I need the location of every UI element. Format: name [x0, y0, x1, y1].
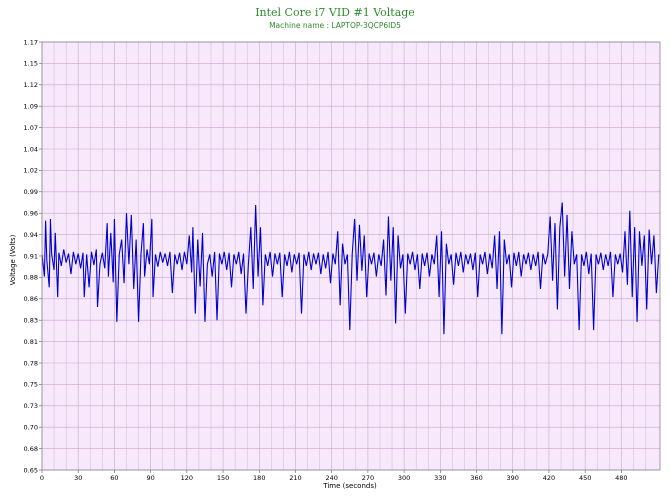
x-tick-label: 0	[40, 474, 44, 482]
x-tick-label: 270	[362, 474, 374, 482]
y-tick-label: 0.86	[24, 295, 38, 303]
x-tick-label: 180	[253, 474, 265, 482]
y-tick-label: 0.88	[24, 274, 38, 282]
y-tick-label: 0.91	[24, 252, 38, 260]
y-tick-label: 1.09	[24, 103, 38, 111]
x-tick-label: 90	[146, 474, 154, 482]
x-tick-label: 30	[74, 474, 82, 482]
x-tick-label: 300	[398, 474, 410, 482]
x-axis-ticks: 0 30 60 90 120 150 180 210 240 270 300 330 360 390 420…	[40, 470, 628, 482]
x-axis-label: Time (seconds)	[322, 482, 377, 490]
plot-border	[41, 41, 661, 471]
y-tick-label: 0.70	[24, 424, 38, 432]
x-tick-label: 450	[579, 474, 591, 482]
x-tick-label: 390	[507, 474, 519, 482]
grid-lines	[41, 41, 660, 471]
y-tick-label: 1.07	[24, 124, 38, 132]
x-tick-label: 420	[543, 474, 555, 482]
y-tick-label: 1.04	[24, 145, 38, 153]
y-tick-label: 0.83	[24, 317, 38, 325]
x-tick-label: 150	[217, 474, 229, 482]
y-axis-ticks: 0.65 0.68 0.70 0.73 0.75 0.78 0.81 0.83 0.86 0.88…	[24, 38, 42, 474]
x-tick-label: 240	[325, 474, 337, 482]
y-tick-label: 0.73	[24, 402, 38, 410]
y-tick-label: 1.12	[24, 81, 38, 89]
voltage-series-line	[41, 202, 660, 335]
y-tick-label: 0.75	[24, 381, 38, 389]
y-tick-label: 0.96	[24, 210, 38, 218]
y-tick-label: 0.78	[24, 359, 38, 367]
y-tick-label: 1.17	[24, 38, 38, 46]
x-tick-label: 330	[434, 474, 446, 482]
chart-subtitle: Machine name : LAPTOP-3QCP6ID5	[269, 21, 401, 30]
y-tick-label: 1.15	[24, 60, 38, 68]
y-tick-label: 0.99	[24, 188, 38, 196]
x-tick-label: 360	[470, 474, 482, 482]
y-tick-label: 0.68	[24, 445, 38, 453]
x-tick-label: 60	[110, 474, 118, 482]
chart-title: Intel Core i7 VID #1 Voltage	[255, 6, 415, 19]
y-axis-label: Voltage (Volts)	[9, 234, 17, 285]
y-tick-label: 0.94	[24, 231, 38, 239]
x-tick-label: 210	[289, 474, 301, 482]
y-tick-label: 1.02	[24, 167, 38, 175]
y-tick-label: 0.65	[24, 466, 38, 474]
x-tick-label: 480	[615, 474, 627, 482]
x-tick-label: 120	[181, 474, 193, 482]
y-tick-label: 0.81	[24, 338, 38, 346]
